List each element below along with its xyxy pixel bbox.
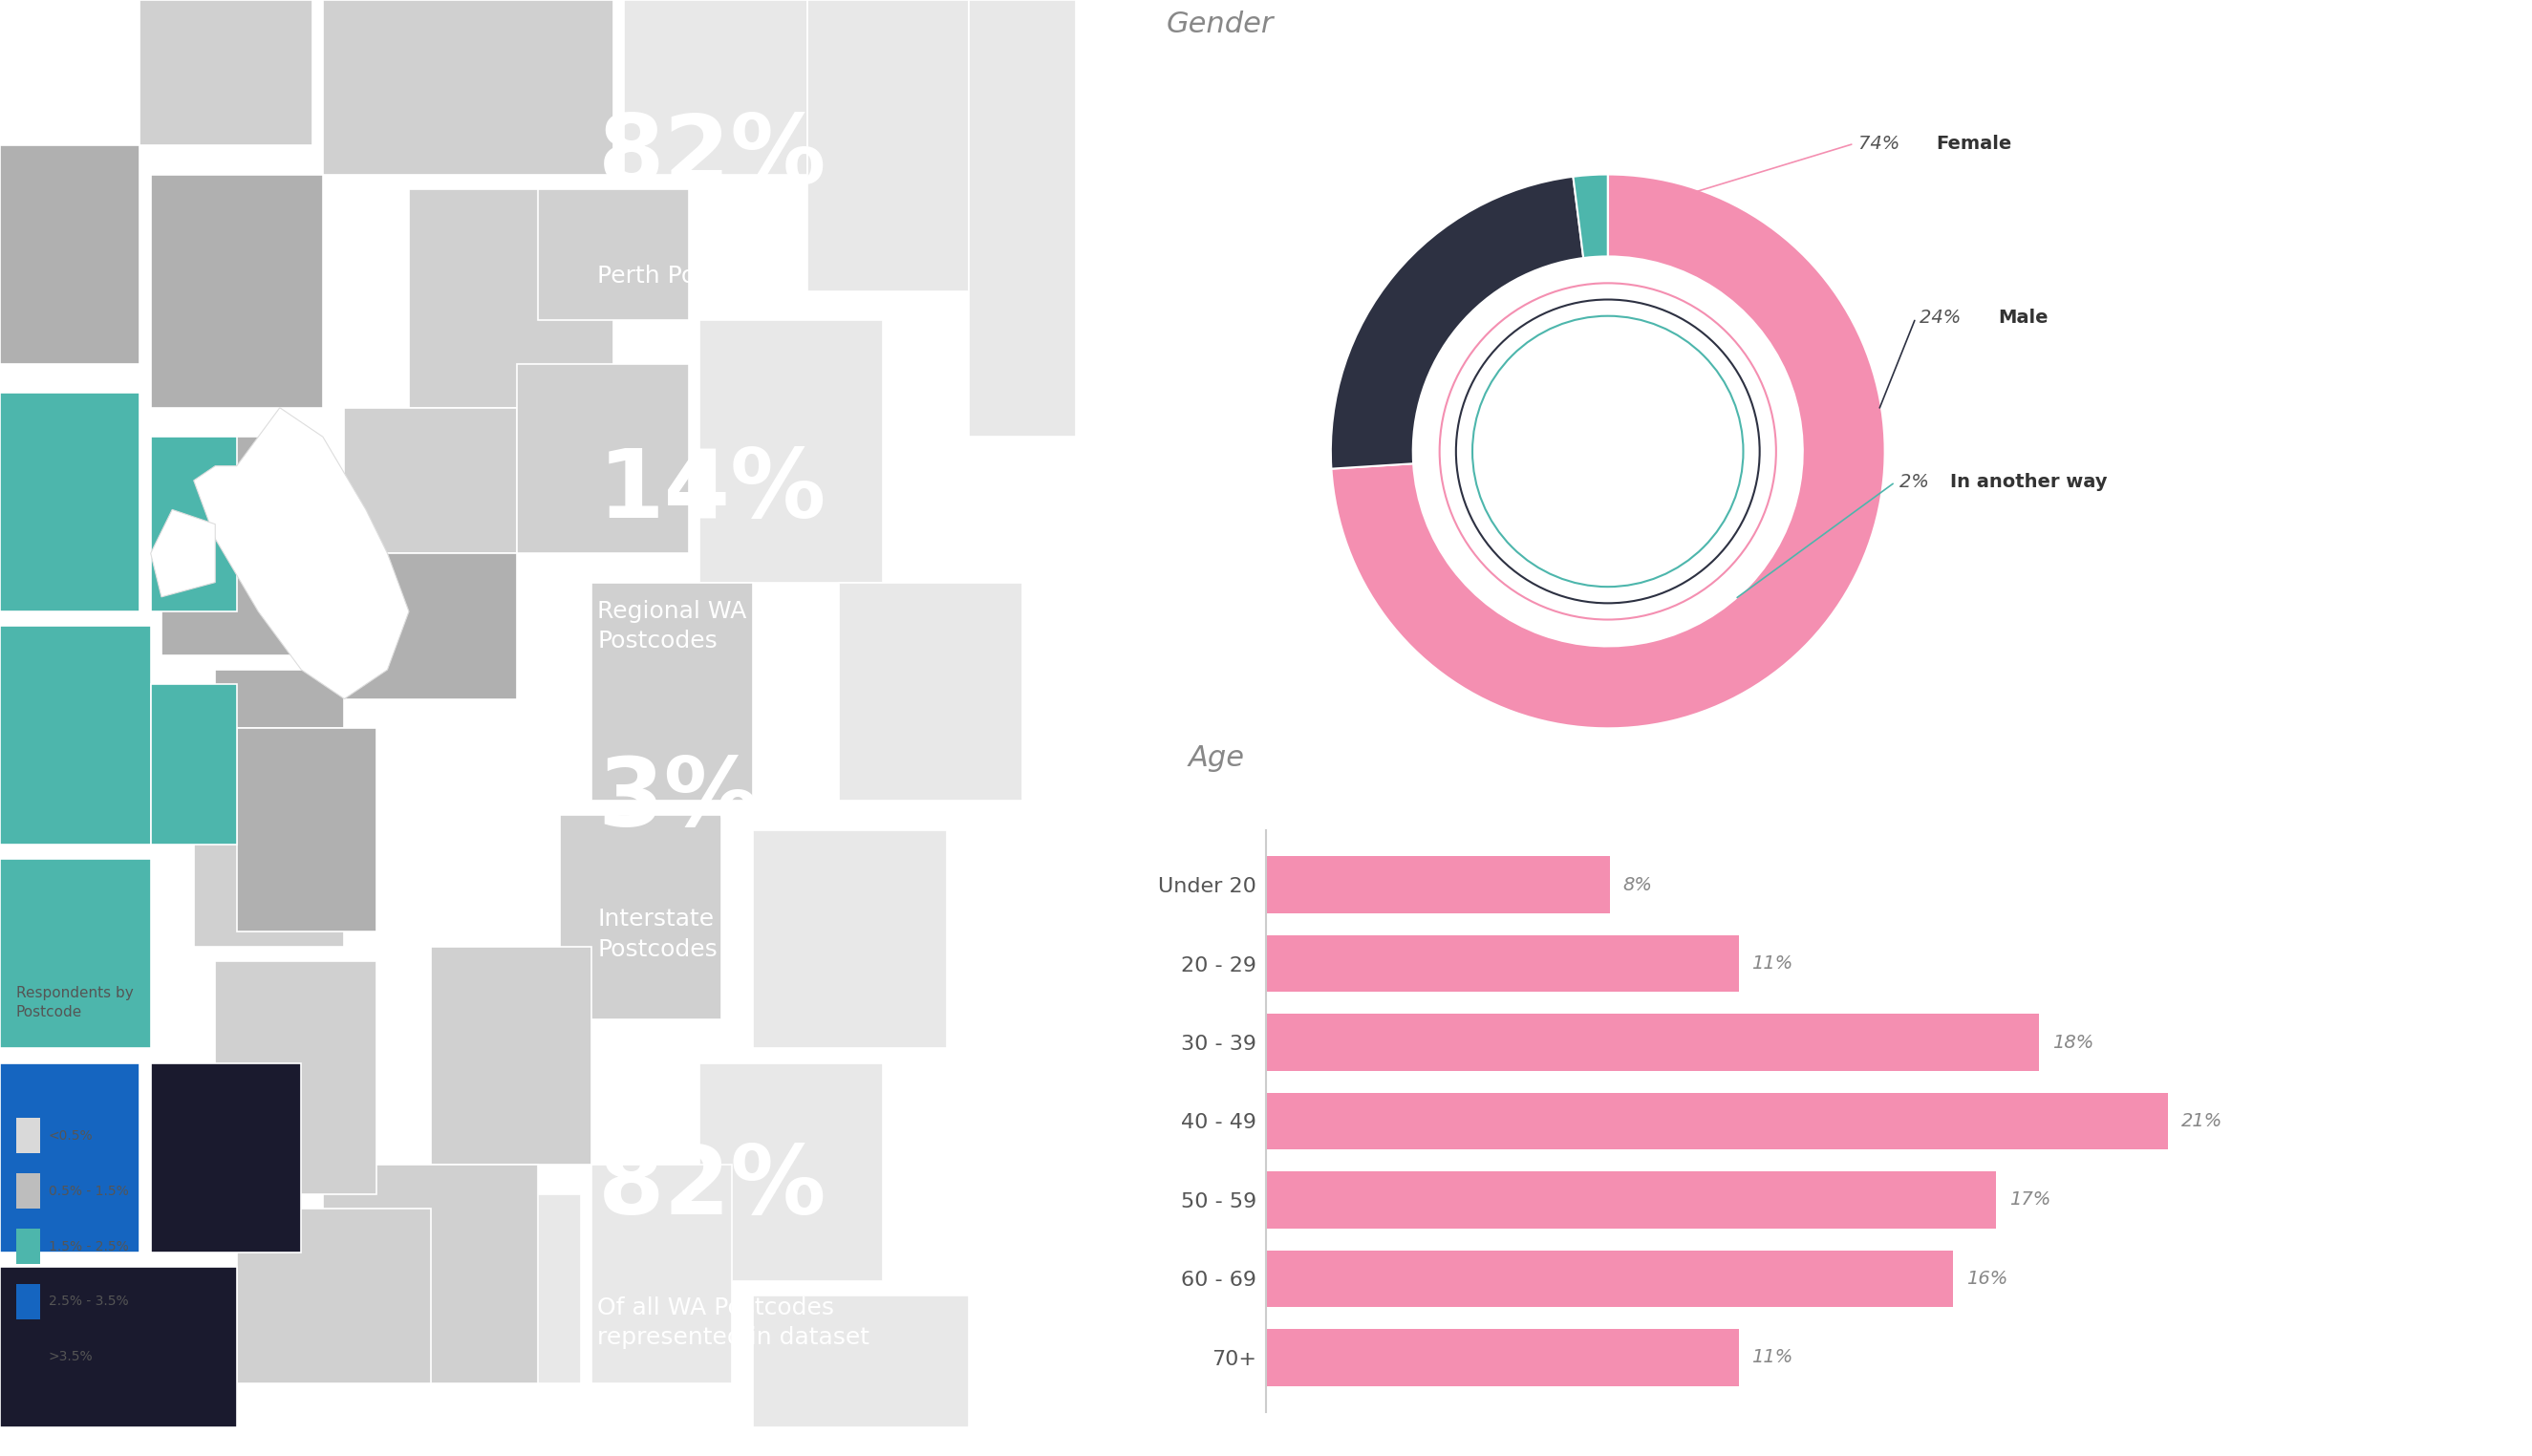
Text: 18%: 18% bbox=[2051, 1034, 2094, 1051]
Polygon shape bbox=[410, 189, 613, 408]
Text: Age: Age bbox=[1188, 744, 1243, 772]
Text: 82%: 82% bbox=[598, 1142, 825, 1235]
Polygon shape bbox=[755, 1296, 967, 1427]
Polygon shape bbox=[841, 582, 1023, 801]
Polygon shape bbox=[430, 946, 592, 1165]
Bar bbox=[1266, 1329, 1739, 1386]
Bar bbox=[1266, 935, 1739, 992]
Text: 11%: 11% bbox=[1752, 955, 1793, 973]
Polygon shape bbox=[517, 364, 689, 553]
Bar bbox=[15, 1118, 41, 1153]
Polygon shape bbox=[0, 626, 152, 844]
Polygon shape bbox=[699, 320, 884, 582]
Text: 17%: 17% bbox=[2008, 1191, 2051, 1208]
Polygon shape bbox=[0, 393, 139, 612]
Bar bbox=[1266, 1093, 2167, 1149]
Polygon shape bbox=[152, 684, 238, 844]
Bar bbox=[1266, 856, 1610, 913]
Text: 21%: 21% bbox=[2180, 1112, 2223, 1130]
Text: Regional WA
Postcodes: Regional WA Postcodes bbox=[598, 600, 747, 652]
Polygon shape bbox=[592, 582, 755, 801]
Wedge shape bbox=[1332, 176, 1582, 469]
Text: Of all WA Postcodes
represented in dataset: Of all WA Postcodes represented in datas… bbox=[598, 1296, 871, 1350]
Polygon shape bbox=[755, 830, 947, 1048]
Text: 24%: 24% bbox=[1919, 309, 1967, 328]
Text: Gender: Gender bbox=[1167, 10, 1274, 38]
Polygon shape bbox=[192, 408, 410, 699]
Text: >3.5%: >3.5% bbox=[48, 1350, 94, 1364]
Polygon shape bbox=[162, 437, 324, 655]
Polygon shape bbox=[324, 1165, 537, 1383]
Polygon shape bbox=[623, 0, 808, 175]
Polygon shape bbox=[451, 1194, 582, 1383]
Polygon shape bbox=[344, 553, 517, 699]
Text: 14%: 14% bbox=[598, 446, 825, 539]
Text: 2%: 2% bbox=[1899, 473, 1934, 491]
Polygon shape bbox=[967, 0, 1076, 437]
Bar bbox=[15, 1340, 41, 1374]
Text: Female: Female bbox=[1937, 134, 2013, 153]
Polygon shape bbox=[808, 0, 967, 291]
Text: 0.5% - 1.5%: 0.5% - 1.5% bbox=[48, 1184, 129, 1198]
Polygon shape bbox=[0, 859, 152, 1048]
Text: 11%: 11% bbox=[1752, 1348, 1793, 1367]
Polygon shape bbox=[0, 146, 139, 364]
Polygon shape bbox=[324, 0, 613, 175]
Bar bbox=[1266, 1251, 1952, 1307]
Text: <0.5%: <0.5% bbox=[48, 1128, 94, 1143]
Text: Perth Postcodes: Perth Postcodes bbox=[598, 265, 787, 288]
Polygon shape bbox=[215, 670, 344, 728]
Bar bbox=[1266, 1172, 1995, 1229]
Polygon shape bbox=[152, 175, 324, 408]
Wedge shape bbox=[1572, 175, 1608, 258]
Text: 1.5% - 2.5%: 1.5% - 2.5% bbox=[48, 1239, 129, 1254]
Text: Interstate
Postcodes: Interstate Postcodes bbox=[598, 907, 717, 961]
Polygon shape bbox=[0, 1267, 238, 1427]
Polygon shape bbox=[139, 0, 311, 146]
Polygon shape bbox=[560, 815, 722, 1019]
Text: Male: Male bbox=[1998, 309, 2048, 328]
Polygon shape bbox=[344, 408, 517, 553]
Text: n = 16,605: n = 16,605 bbox=[1952, 865, 2048, 882]
Polygon shape bbox=[699, 1063, 884, 1281]
Polygon shape bbox=[152, 510, 215, 597]
Wedge shape bbox=[1332, 175, 1884, 728]
Text: 16%: 16% bbox=[1967, 1270, 2008, 1287]
Text: Respondents by
Postcode: Respondents by Postcode bbox=[15, 986, 134, 1019]
Polygon shape bbox=[152, 437, 238, 612]
Polygon shape bbox=[152, 1063, 301, 1252]
Bar bbox=[1266, 1013, 2038, 1070]
Polygon shape bbox=[537, 189, 689, 320]
Polygon shape bbox=[192, 728, 344, 946]
Text: 8%: 8% bbox=[1623, 875, 1651, 894]
Polygon shape bbox=[238, 1208, 430, 1383]
Text: 74%: 74% bbox=[1858, 134, 1907, 153]
Bar bbox=[15, 1284, 41, 1319]
Polygon shape bbox=[592, 1165, 732, 1383]
Text: 3%: 3% bbox=[598, 754, 760, 846]
Text: In another way: In another way bbox=[1950, 473, 2107, 491]
Bar bbox=[15, 1174, 41, 1208]
Bar bbox=[15, 1229, 41, 1264]
Polygon shape bbox=[0, 1063, 139, 1252]
Text: 82%: 82% bbox=[598, 111, 825, 204]
Text: 2.5% - 3.5%: 2.5% - 3.5% bbox=[48, 1294, 129, 1309]
Polygon shape bbox=[215, 961, 377, 1194]
Polygon shape bbox=[238, 728, 377, 932]
